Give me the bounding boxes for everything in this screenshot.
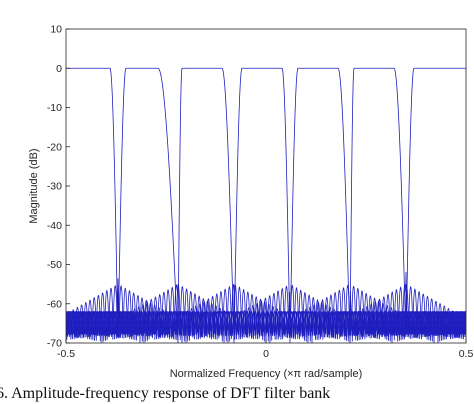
y-tick-label: -20 [47,141,62,153]
y-tick-label: -70 [47,338,62,350]
plot-area [66,67,466,343]
x-tick-label: -0.5 [57,348,75,360]
axis-ticks: -0.5 0 0.5 10 0 -10 -20 -30 -40 -50 -60 -70 [47,24,474,361]
y-tick-label: -30 [47,181,62,193]
figure-caption: 6. Amplitude-frequency response of DFT f… [0,385,331,402]
x-tick-label: 0 [263,348,269,360]
y-axis-label: Magnitude (dB) [28,148,40,223]
filter-response-line [66,67,466,343]
x-axis-label: Normalized Frequency (×π rad/sample) [170,368,363,380]
y-tick-label: -60 [47,298,62,310]
y-tick-label: 0 [56,63,62,75]
y-tick-label: -50 [47,259,62,271]
filter-response-line [66,67,466,341]
y-tick-label: -40 [47,220,62,232]
y-tick-label: -10 [47,102,62,114]
x-tick-label: 0.5 [459,348,474,360]
y-tick-label: 10 [50,24,62,36]
filter-response-line [66,67,466,342]
